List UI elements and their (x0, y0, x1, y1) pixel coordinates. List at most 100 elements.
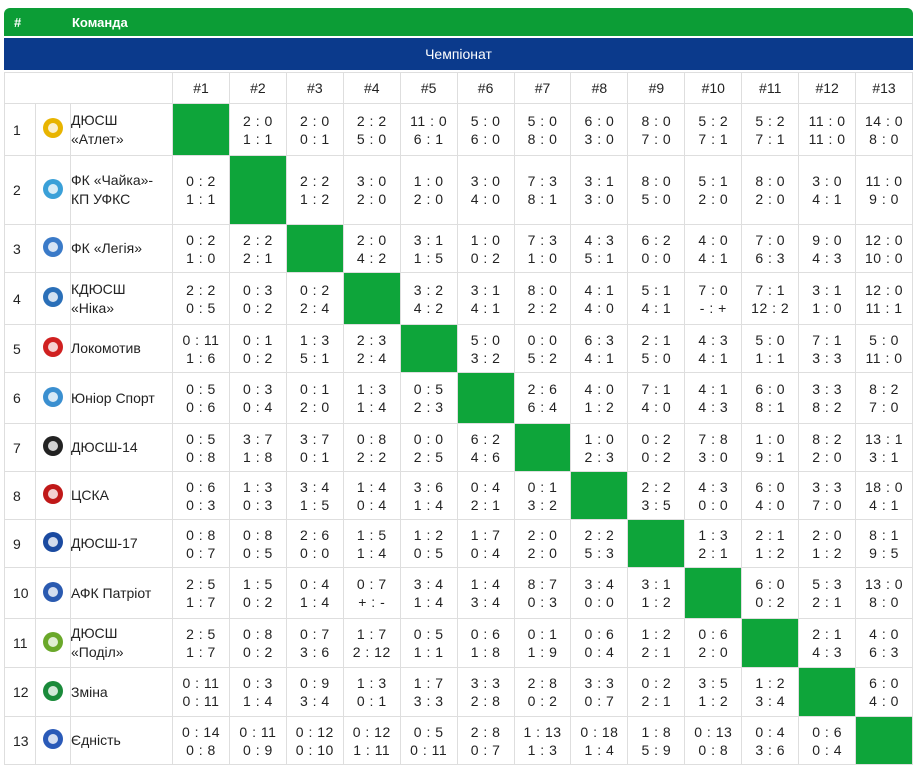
result-cell: 0 : 18 1 : 4 (570, 716, 629, 765)
second-leg-score: 4 : 1 (812, 191, 842, 207)
second-leg-score: 2 : 3 (413, 399, 444, 415)
team-name: ДЮСШ-17 (69, 519, 174, 568)
second-leg-score: 0 : 1 (299, 448, 330, 465)
second-leg-score: - : + (699, 299, 727, 316)
second-leg-score: 1 : 2 (641, 594, 672, 610)
second-leg-score: 7 : 1 (755, 130, 786, 147)
second-leg-score: 8 : 1 (527, 191, 558, 207)
first-leg-score: 8 : 0 (641, 112, 672, 129)
first-leg-score: 0 : 0 (413, 430, 444, 447)
first-leg-score: 0 : 5 (186, 381, 216, 397)
second-leg-score: 2 : 4 (299, 299, 330, 316)
second-leg-score: 3 : 5 (641, 496, 672, 513)
column-header: #8 (570, 72, 629, 104)
logo-inner (48, 242, 58, 252)
second-leg-score: 10 : 0 (865, 249, 904, 266)
result-cell: 0 : 7 + : - (342, 567, 401, 619)
logo-cell (35, 272, 71, 325)
second-leg-score: 9 : 1 (755, 448, 786, 465)
first-leg-score: 0 : 3 (243, 381, 273, 397)
second-leg-score: 2 : 1 (243, 249, 273, 266)
first-leg-score: 0 : 6 (584, 626, 615, 642)
result-cell: 0 : 3 1 : 4 (228, 667, 287, 717)
first-leg-score: 3 : 0 (812, 173, 842, 189)
second-leg-score: 2 : 0 (527, 544, 558, 561)
first-leg-score: 2 : 8 (470, 723, 501, 740)
second-leg-score: 0 : 0 (299, 544, 330, 561)
diagonal-cell (570, 471, 629, 520)
second-leg-score: 1 : 6 (186, 349, 216, 366)
diagonal-cell (456, 372, 515, 424)
second-leg-score: 1 : 3 (527, 741, 558, 758)
second-leg-score: 7 : 0 (812, 496, 842, 513)
results-table: #1 #2 #3 #4 #5 #6 #7 #8 #9 #10 #11 #12 #13 1 ДЮСШ «Ат… (3, 72, 913, 765)
second-leg-score: 0 : 2 (243, 299, 273, 316)
first-leg-score: 2 : 1 (812, 626, 842, 642)
second-leg-score: 0 : 2 (243, 349, 273, 366)
result-cell: 3 : 0 4 : 0 (456, 155, 515, 225)
logo-inner (48, 537, 58, 547)
second-leg-score: 3 : 6 (299, 644, 330, 660)
row-number: 9 (4, 519, 36, 568)
second-leg-score: 0 : 2 (527, 693, 558, 709)
second-leg-score: 1 : 11 (353, 741, 391, 758)
row-number: 6 (4, 372, 36, 424)
second-leg-score: 0 : 0 (698, 496, 729, 513)
first-leg-score: 0 : 14 (181, 723, 220, 740)
team-name: Зміна (69, 667, 174, 717)
second-leg-score: 2 : 0 (812, 448, 842, 465)
first-leg-score: 0 : 1 (299, 381, 330, 397)
team-header: Команда (72, 15, 128, 30)
second-leg-score: 6 : 3 (869, 644, 899, 660)
diagonal-cell (798, 667, 857, 717)
result-cell: 0 : 3 0 : 4 (228, 372, 287, 424)
first-leg-score: 3 : 1 (641, 576, 672, 592)
team-logo (43, 680, 63, 701)
team-logo (43, 118, 63, 138)
first-leg-score: 6 : 3 (584, 331, 615, 348)
second-leg-score: 1 : 4 (356, 544, 387, 561)
result-cell: 13 : 0 8 : 0 (855, 567, 913, 619)
second-leg-score: 0 : 3 (186, 496, 216, 513)
result-cell: 6 : 0 0 : 2 (741, 567, 800, 619)
second-leg-score: 4 : 3 (812, 249, 842, 266)
first-leg-score: 0 : 2 (186, 173, 216, 189)
second-leg-score: 3 : 0 (584, 191, 615, 207)
first-leg-score: 1 : 8 (641, 723, 672, 740)
result-cell: 7 : 1 4 : 0 (627, 372, 686, 424)
first-leg-score: 4 : 1 (584, 281, 615, 298)
second-leg-score: 2 : 2 (527, 299, 558, 316)
result-cell: 1 : 7 2 : 12 (342, 618, 401, 668)
result-cell: 8 : 0 5 : 0 (627, 155, 686, 225)
result-cell: 5 : 0 11 : 0 (855, 324, 913, 373)
second-leg-score: 2 : 0 (698, 644, 729, 660)
column-header: #9 (627, 72, 686, 104)
second-leg-score: 2 : 3 (584, 448, 615, 465)
second-leg-score: 0 : 2 (470, 249, 501, 266)
second-leg-score: 2 : 1 (812, 594, 842, 610)
second-leg-score: + : - (358, 594, 386, 610)
second-leg-score: 2 : 4 (356, 349, 387, 366)
first-leg-score: 0 : 6 (698, 626, 729, 642)
second-leg-score: 5 : 0 (641, 349, 672, 366)
result-cell: 2 : 2 1 : 2 (285, 155, 344, 225)
